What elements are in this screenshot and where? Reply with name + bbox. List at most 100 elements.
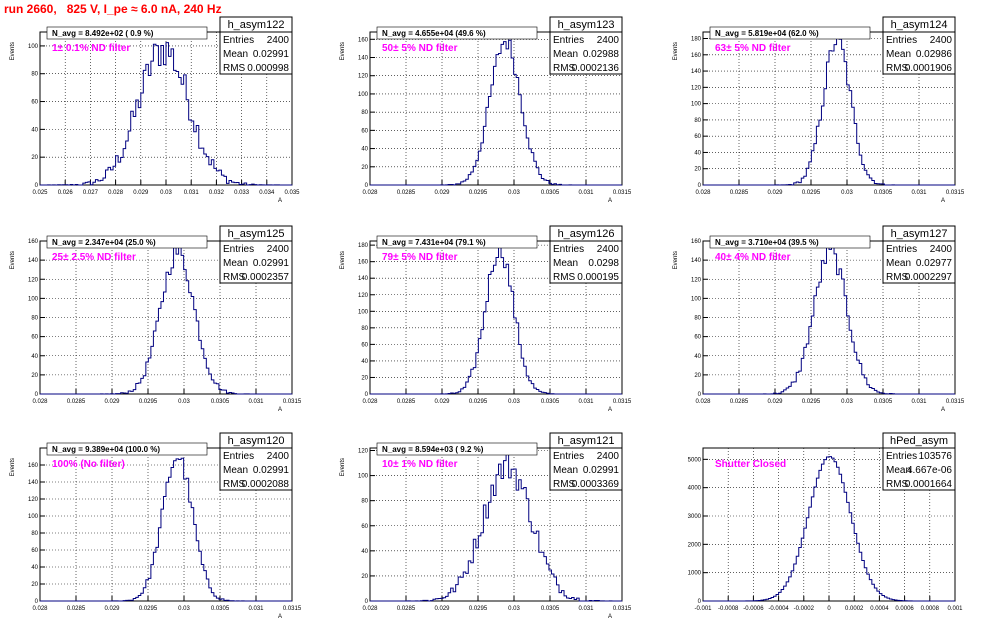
x-tick-label: 0.0295 bbox=[139, 606, 158, 612]
stat-value: 0.0003369 bbox=[572, 479, 620, 490]
navg-label: N_avg = 9.389e+04 (100.0 %) bbox=[52, 445, 160, 454]
stats-box-frame bbox=[219, 16, 293, 75]
y-tick-label: 160 bbox=[358, 260, 369, 266]
y-tick-label: 3000 bbox=[688, 514, 702, 520]
x-axis-label: A bbox=[608, 614, 612, 620]
x-tick-label: -0.0006 bbox=[743, 606, 764, 612]
y-tick-label: 80 bbox=[694, 118, 701, 124]
y-tick-label: 80 bbox=[31, 316, 38, 322]
stat-value: 0.02991 bbox=[583, 465, 620, 476]
stat-value: 2400 bbox=[930, 35, 953, 46]
x-tick-label: 0.0305 bbox=[874, 190, 893, 196]
x-tick-label: 0.031 bbox=[911, 190, 927, 196]
histogram-name: hPed_asym bbox=[890, 435, 948, 447]
y-axis-label: Events bbox=[10, 251, 16, 269]
stat-value: 0.0001664 bbox=[905, 479, 953, 490]
stat-value: 0.02991 bbox=[253, 49, 290, 60]
x-tick-label: 0.0285 bbox=[730, 190, 749, 196]
y-tick-label: 100 bbox=[358, 474, 369, 480]
x-tick-label: 0 bbox=[827, 606, 831, 612]
stat-label: RMS bbox=[223, 479, 246, 490]
y-tick-label: 40 bbox=[31, 354, 38, 360]
filter-label: 25± 2.5% ND filter bbox=[52, 252, 136, 263]
x-tick-label: 0.026 bbox=[58, 190, 74, 196]
y-axis-label: Events bbox=[10, 458, 16, 476]
y-axis-label: Events bbox=[340, 251, 346, 269]
y-tick-label: 40 bbox=[694, 150, 701, 156]
y-tick-label: 140 bbox=[691, 69, 702, 75]
panel-h_asym123: 0.028 0.0285 0.029 0.0295 0.03 0.0305 0.031 0.0… bbox=[340, 16, 632, 204]
y-tick-label: 0 bbox=[365, 183, 369, 189]
y-tick-label: 100 bbox=[691, 296, 702, 302]
stats-box: h_asym121 Entries 2400 Mean 0.02991 RMS0.0003… bbox=[549, 432, 623, 491]
y-axis-label: Events bbox=[340, 458, 346, 476]
x-axis-label: A bbox=[608, 407, 612, 413]
stat-value: 4.667e-06 bbox=[907, 465, 952, 476]
y-tick-label: 40 bbox=[694, 354, 701, 360]
x-tick-label: 0.0305 bbox=[541, 399, 560, 405]
histogram-line bbox=[40, 457, 292, 602]
x-tick-label: 0.03 bbox=[178, 399, 190, 405]
stat-label: Entries bbox=[553, 35, 584, 46]
y-tick-label: 80 bbox=[361, 499, 368, 505]
x-tick-label: 0.025 bbox=[32, 190, 48, 196]
histogram-line bbox=[40, 246, 292, 395]
stat-value: 0.0298 bbox=[588, 258, 619, 269]
y-tick-label: 40 bbox=[31, 127, 38, 133]
navg-box: N_avg = 4.655e+04 (49.6 %) bbox=[376, 26, 538, 40]
stats-box: h_asym124 Entries 2400 Mean 0.02986 RMS0.0001… bbox=[882, 16, 956, 75]
y-tick-label: 100 bbox=[691, 102, 702, 108]
x-tick-label: 0.031 bbox=[911, 399, 927, 405]
stats-box: h_asym126 Entries 2400 Mean 0.0298 RMS 0.00019… bbox=[549, 225, 623, 284]
y-tick-label: 40 bbox=[361, 359, 368, 365]
y-tick-label: 180 bbox=[358, 243, 369, 249]
stats-box: h_asym125 Entries 2400 Mean 0.02991 RMS0.0002… bbox=[219, 225, 293, 284]
y-tick-label: 100 bbox=[28, 44, 39, 50]
y-tick-label: 80 bbox=[31, 72, 38, 78]
histogram-line bbox=[370, 241, 622, 395]
x-tick-label: 0.028 bbox=[362, 190, 378, 196]
run-title: run 2660, 825 V, I_pe ≈ 6.0 nA, 240 Hz bbox=[4, 2, 222, 16]
stat-value: 0.000998 bbox=[247, 63, 289, 74]
y-tick-label: 100 bbox=[358, 92, 369, 98]
filter-label: 40± 4% ND filter bbox=[715, 252, 791, 263]
x-tick-label: 0.0315 bbox=[613, 606, 632, 612]
y-tick-label: 20 bbox=[31, 155, 38, 161]
x-tick-label: 0.0315 bbox=[283, 399, 302, 405]
y-tick-label: 120 bbox=[28, 497, 39, 503]
x-axis-label: A bbox=[278, 198, 282, 204]
y-tick-label: 80 bbox=[361, 110, 368, 116]
stat-value: 2400 bbox=[267, 35, 290, 46]
y-tick-label: 120 bbox=[358, 293, 369, 299]
y-tick-label: 20 bbox=[361, 165, 368, 171]
x-tick-label: 0.0315 bbox=[613, 190, 632, 196]
x-tick-label: 0.028 bbox=[32, 606, 48, 612]
x-tick-label: 0.0305 bbox=[541, 606, 560, 612]
y-tick-label: 20 bbox=[31, 373, 38, 379]
panel-h_asym127: 0.028 0.0285 0.029 0.0295 0.03 0.0305 0.031 0.0… bbox=[673, 225, 965, 413]
stat-label: Mean bbox=[886, 49, 911, 60]
x-tick-label: 0.0305 bbox=[211, 399, 230, 405]
y-tick-label: 120 bbox=[28, 277, 39, 283]
navg-frame bbox=[46, 235, 208, 249]
stat-value: 0.0001906 bbox=[905, 63, 953, 74]
stats-box: h_asym122 Entries 2400 Mean 0.02991 RMS 0.0009… bbox=[219, 16, 293, 75]
stat-label: RMS bbox=[223, 63, 246, 74]
stat-label: Entries bbox=[886, 35, 917, 46]
y-tick-label: 140 bbox=[28, 258, 39, 264]
x-tick-label: 0.028 bbox=[362, 399, 378, 405]
y-tick-label: 4000 bbox=[688, 486, 702, 492]
panel-h_asym126: 0.028 0.0285 0.029 0.0295 0.03 0.0305 0.031 0.0… bbox=[340, 225, 632, 413]
histogram-name: h_asym123 bbox=[558, 19, 615, 31]
stat-label: Mean bbox=[223, 258, 248, 269]
stat-value: 0.02986 bbox=[916, 49, 953, 60]
histogram-line bbox=[370, 453, 623, 602]
y-tick-label: 80 bbox=[694, 316, 701, 322]
y-tick-label: 0 bbox=[35, 183, 39, 189]
histogram-line bbox=[703, 32, 955, 186]
x-tick-label: 0.0295 bbox=[139, 399, 158, 405]
stats-box-frame bbox=[882, 16, 956, 75]
x-tick-label: 0.031 bbox=[248, 606, 264, 612]
x-tick-label: 0.028 bbox=[108, 190, 124, 196]
y-tick-label: 0 bbox=[698, 392, 702, 398]
